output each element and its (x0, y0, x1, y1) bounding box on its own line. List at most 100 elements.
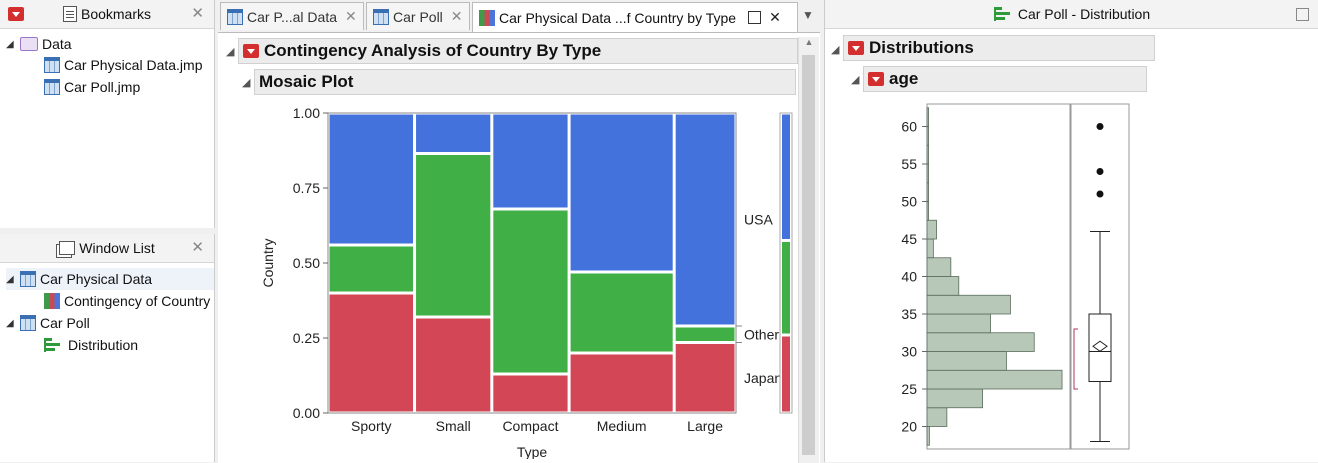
tab-car-physical-data[interactable]: Car P...al Data ✕ (220, 2, 364, 30)
mosaic-cell-large-japan (675, 344, 735, 412)
distribution-report-icon (44, 338, 64, 352)
distributions-title[interactable]: Distributions (843, 35, 1155, 61)
y-tick-label: 25 (901, 381, 917, 397)
window-item-car-poll[interactable]: ◢ Car Poll (6, 312, 90, 334)
data-table-icon (227, 8, 243, 25)
bookmark-file[interactable]: Car Poll.jmp (44, 76, 140, 98)
mosaic-cell-medium-japan (570, 354, 673, 412)
vertical-scrollbar[interactable]: ▲ (798, 37, 819, 463)
disclosure-icon[interactable]: ◢ (242, 77, 251, 89)
histogram-bar (926, 388, 984, 409)
mosaic-cell-small-japan (416, 318, 491, 412)
histogram-bar (926, 107, 929, 127)
bookmark-file[interactable]: Car Physical Data.jmp (44, 54, 203, 76)
histogram-bar (926, 313, 991, 334)
x-tick-label: Small (436, 418, 471, 434)
distribution-window-title: Car Poll - Distribution (1017, 6, 1151, 22)
red-triangle-menu-icon[interactable] (243, 44, 259, 58)
collapse-icon[interactable]: ◢ (6, 317, 14, 329)
y-tick-label: 55 (901, 156, 917, 172)
age-title-text: age (889, 69, 919, 88)
marginal-cell-other (782, 242, 790, 334)
mean-diamond (1092, 340, 1108, 352)
histogram-bar (926, 407, 948, 427)
disclosure-icon[interactable]: ◢ (831, 44, 840, 56)
tab-overflow-icon[interactable]: ▼ (802, 8, 814, 22)
disclosure-icon[interactable]: ◢ (851, 74, 860, 86)
maximize-icon[interactable] (1296, 8, 1309, 21)
data-table-icon (373, 8, 389, 25)
y-tick-label: 0.50 (293, 255, 320, 271)
bookmarks-menu-icon[interactable] (8, 7, 24, 21)
mosaic-cell-sporty-other (329, 246, 414, 292)
window-item-distribution[interactable]: Distribution (44, 334, 138, 356)
close-icon[interactable]: ✕ (191, 239, 204, 256)
distributions-title-text: Distributions (869, 38, 974, 57)
histogram-bar (926, 163, 929, 184)
histogram-bar (926, 182, 929, 202)
y-tick-label: 0.25 (293, 330, 320, 346)
collapse-icon[interactable]: ◢ (6, 38, 14, 50)
y-tick-label: 40 (901, 269, 917, 285)
red-triangle-menu-icon[interactable] (848, 41, 864, 55)
histogram-bar (926, 126, 929, 146)
tab-contingency[interactable]: Car Physical Data ...f Country by Type ✕ (472, 2, 798, 32)
histogram-bar (926, 238, 934, 259)
mosaic-cell-large-other (675, 327, 735, 341)
y-axis-label: Country (260, 238, 276, 287)
tab-label: Car Physical Data ...f Country by Type (499, 9, 737, 26)
distribution-header: Car Poll - Distribution (825, 0, 1318, 29)
maximize-icon[interactable] (748, 11, 762, 24)
shortest-half-bracket (1073, 328, 1078, 390)
disclosure-icon[interactable]: ◢ (226, 46, 235, 58)
histogram-bar (926, 144, 929, 165)
scrollbar-thumb[interactable] (802, 55, 815, 455)
y-tick-label: 50 (901, 194, 917, 210)
y-tick-label: 1.00 (293, 105, 320, 121)
outlier-point (1096, 190, 1104, 198)
tab-label: Car Poll (393, 8, 443, 25)
x-tick-label: Sporty (351, 418, 391, 434)
window-list-header: Window List ✕ (0, 234, 214, 263)
mosaic-cell-compact-usa (493, 114, 568, 208)
mosaic-cell-compact-japan (493, 375, 568, 412)
contingency-title[interactable]: Contingency Analysis of Country By Type (238, 38, 798, 64)
close-icon[interactable]: ✕ (191, 5, 204, 22)
bookmarks-header: Bookmarks ✕ (0, 0, 214, 29)
mosaic-plot-title[interactable]: Mosaic Plot (254, 69, 796, 95)
marginal-cell-usa (782, 114, 790, 239)
mosaic-cell-small-other (416, 155, 491, 316)
bookmarks-title: Bookmarks (80, 6, 152, 22)
tab-car-poll[interactable]: Car Poll ✕ (366, 2, 470, 30)
bookmark-icon (62, 6, 77, 22)
histogram-bar (926, 257, 952, 277)
mosaic-cell-medium-other (570, 273, 673, 352)
mosaic-cell-sporty-japan (329, 294, 414, 412)
scroll-up-icon[interactable]: ▲ (804, 37, 814, 47)
bookmark-file-label: Car Poll.jmp (64, 79, 141, 95)
tab-label: Car P...al Data (247, 8, 338, 25)
distribution-report-icon (993, 7, 1014, 21)
y-tick-label: 0.00 (293, 405, 320, 421)
window-item-car-physical-data[interactable]: ◢ Car Physical Data (6, 268, 214, 290)
histogram-bar (926, 332, 1035, 352)
collapse-icon[interactable]: ◢ (6, 273, 14, 285)
legend-label: Other (744, 326, 779, 342)
window-item-contingency[interactable]: Contingency of Country (44, 290, 210, 312)
window-list-panel: Window List ✕ ◢ Car Physical Data Contin… (0, 234, 215, 462)
window-item-label: Car Poll (40, 315, 90, 331)
tree-folder-data[interactable]: ◢ Data (6, 33, 72, 55)
red-triangle-menu-icon[interactable] (868, 72, 884, 86)
mosaic-cell-large-usa (675, 114, 735, 325)
mosaic-cell-medium-usa (570, 114, 673, 271)
y-tick-label: 35 (901, 306, 917, 322)
histogram-bar (926, 219, 937, 240)
age-title[interactable]: age (863, 66, 1147, 92)
close-icon[interactable]: ✕ (345, 8, 357, 24)
mosaic-cell-small-usa (416, 114, 491, 152)
document-area: Car P...al Data ✕ Car Poll ✕ Car Physica… (218, 0, 820, 463)
data-table-icon (20, 271, 36, 287)
close-icon[interactable]: ✕ (769, 9, 781, 25)
windows-icon (59, 241, 76, 255)
close-icon[interactable]: ✕ (450, 8, 463, 24)
